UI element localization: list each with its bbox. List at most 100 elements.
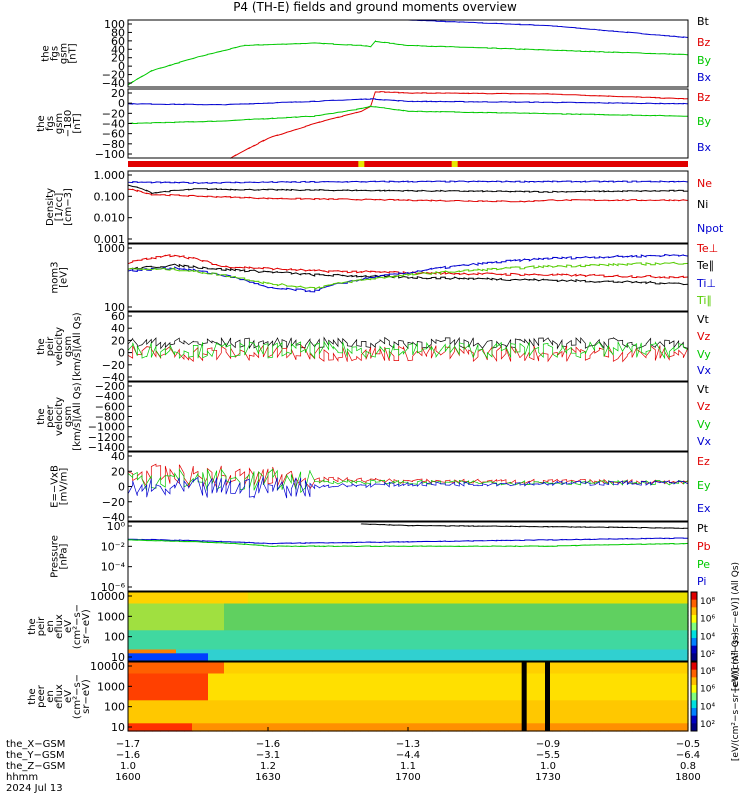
spectrogram-cell: [248, 669, 257, 675]
spectrogram-cell: [440, 622, 449, 628]
spectrogram-cell: [312, 649, 321, 654]
spectrogram-cell: [432, 634, 441, 639]
spectrogram-cell: [680, 622, 689, 628]
spectrogram-cell: [680, 727, 689, 732]
spectrogram-cell: [216, 634, 225, 639]
spectrogram-cell: [368, 626, 377, 631]
spectrogram-cell: [680, 653, 689, 658]
spectrogram-cell: [200, 649, 209, 654]
spectrogram-cell: [320, 719, 329, 724]
spectrogram-cell: [336, 638, 345, 643]
spectrogram-cell: [352, 599, 361, 605]
spectrogram-cell: [216, 662, 225, 667]
spectrogram-cell: [320, 595, 329, 601]
spectrogram-cell: [168, 723, 177, 728]
spectrogram-cell: [184, 645, 193, 651]
spectrogram-cell: [296, 677, 305, 682]
spectrogram-cell: [616, 700, 625, 705]
colorbar-frame: [690, 591, 698, 662]
spectrogram-cell: [416, 622, 425, 628]
colorbar-segment: [691, 700, 697, 709]
spectrogram-cell: [464, 696, 473, 701]
spectrogram-cell: [616, 696, 625, 701]
y-axis-label: [mV/m]: [59, 468, 70, 506]
spectrogram-cell: [312, 611, 321, 616]
spectrogram-cell: [536, 715, 545, 721]
spectrogram-cell: [216, 649, 225, 654]
spectrogram-cell: [608, 595, 617, 601]
spectrogram-cell: [520, 618, 529, 624]
spectrogram-cell: [568, 649, 577, 654]
spectrogram-cell: [552, 662, 561, 667]
spectrogram-cell: [552, 715, 561, 721]
spectrogram-cell: [496, 708, 505, 713]
spectrogram-cell: [352, 595, 361, 601]
spectrogram-cell: [376, 723, 385, 728]
spectrogram-cell: [368, 711, 377, 717]
spectrogram-cell: [560, 607, 569, 612]
spectrogram-cell: [488, 657, 497, 662]
spectrogram-cell: [616, 685, 625, 690]
spectrogram-cell: [328, 662, 337, 667]
spectrogram-cell: [304, 696, 313, 701]
spectrogram-cell: [656, 719, 665, 724]
spectrogram-cell: [208, 665, 217, 671]
spectrogram-cell: [624, 711, 633, 717]
spectrogram-cell: [304, 603, 313, 608]
spectrogram-cell: [208, 634, 217, 639]
spectrogram-cell: [360, 696, 369, 701]
spectrogram-cell: [224, 669, 233, 675]
spectrogram-cell: [224, 657, 233, 662]
spectrogram-cell: [448, 692, 457, 698]
spectrogram-cell: [200, 692, 209, 698]
colorbar-label: [eV/(cm²−s−sr−eV)] (All Qs): [731, 562, 741, 691]
spectrogram-cell: [472, 630, 481, 635]
legend-vt: Vt: [697, 383, 710, 396]
spectrogram-cell: [312, 673, 321, 678]
spectrogram-cell: [424, 677, 433, 682]
spectrogram-cell: [552, 626, 561, 631]
spectrogram-cell: [664, 677, 673, 682]
spectrogram-cell: [360, 626, 369, 631]
spectrogram-cell: [376, 696, 385, 701]
panel-9: 10000100010010thepeirenefluxeV(cm²−s−sr−…: [27, 590, 689, 664]
spectrogram-cell: [512, 615, 521, 620]
spectrogram-cell: [464, 715, 473, 721]
spectrogram-cell: [280, 723, 289, 728]
spectrogram-cell: [344, 665, 353, 671]
spectrogram-cell: [144, 692, 153, 698]
spectrogram-cell: [616, 615, 625, 620]
spectrogram-cell: [128, 711, 137, 717]
spectrogram-cell: [520, 645, 529, 651]
spectrogram-cell: [224, 665, 233, 671]
spectrogram-cell: [448, 662, 457, 667]
spectrogram-cell: [608, 592, 617, 597]
spectrogram-cell: [504, 719, 513, 724]
spectrogram-cell: [576, 615, 585, 620]
spectrogram-cell: [256, 653, 265, 658]
spectrogram-cell: [240, 715, 249, 721]
spectrogram-cell: [576, 622, 585, 628]
spectrogram-cell: [608, 649, 617, 654]
y-axis-label: velocity: [54, 397, 65, 436]
spectrogram-cell: [640, 704, 649, 709]
spectrogram-cell: [488, 688, 497, 694]
spectrogram-cell: [304, 653, 313, 658]
spectrogram-cell: [680, 719, 689, 724]
spectrogram-cell: [456, 645, 465, 651]
spectrogram-cell: [192, 700, 201, 705]
spectrogram-cell: [640, 618, 649, 624]
spectrogram: [128, 662, 689, 732]
spectrogram-cell: [552, 638, 561, 643]
spectrogram-cell: [552, 669, 561, 675]
spectrogram-cell: [296, 665, 305, 671]
spectrogram-cell: [272, 622, 281, 628]
spectrogram-cell: [128, 704, 137, 709]
spectrogram-cell: [528, 711, 537, 717]
spectrogram-cell: [392, 595, 401, 601]
spectrogram-cell: [608, 615, 617, 620]
spectrogram-cell: [520, 649, 529, 654]
spectrogram-cell: [256, 592, 265, 597]
spectrogram-cell: [392, 618, 401, 624]
